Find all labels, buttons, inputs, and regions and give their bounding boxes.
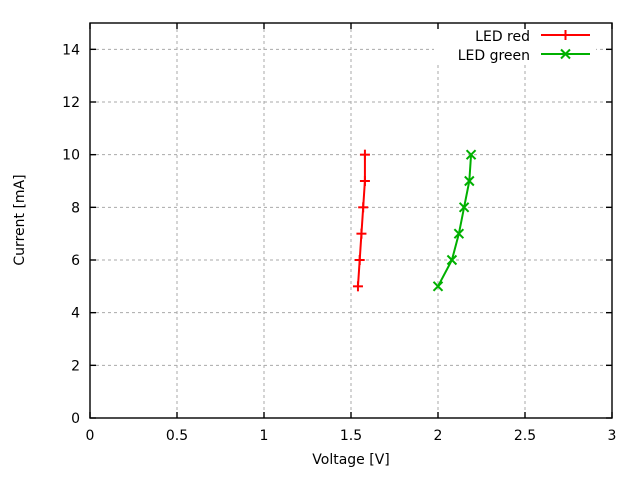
y-tick-label: 2 — [71, 358, 80, 374]
x-tick-label: 0.5 — [166, 428, 188, 444]
axes — [89, 22, 613, 419]
y-tick-label: 4 — [71, 306, 80, 322]
y-tick-label: 14 — [62, 42, 80, 58]
legend-sample — [541, 48, 590, 60]
y-tick-label: 10 — [62, 148, 80, 164]
y-tick-label: 8 — [71, 200, 80, 216]
legend-sample — [541, 30, 590, 40]
y-tick-label: 12 — [62, 95, 80, 111]
gridlines — [90, 23, 612, 418]
x-axis-title: Voltage [V] — [312, 452, 390, 468]
x-tick-label: 1 — [260, 428, 269, 444]
x-tick-label: 2 — [434, 428, 443, 444]
y-tick-label: 0 — [71, 411, 80, 427]
x-tick-label: 0 — [86, 428, 95, 444]
series-led-green — [432, 149, 477, 292]
x-tick-label: 1.5 — [340, 428, 362, 444]
x-tick-label: 2.5 — [514, 428, 536, 444]
legend-label-led-red: LED red — [475, 29, 530, 45]
x-tick-label: 3 — [608, 428, 617, 444]
y-axis-title: Current [mA] — [12, 174, 28, 266]
series-led-red — [352, 149, 370, 292]
y-tick-label: 6 — [71, 253, 80, 269]
legend-label-led-green: LED green — [458, 48, 530, 64]
